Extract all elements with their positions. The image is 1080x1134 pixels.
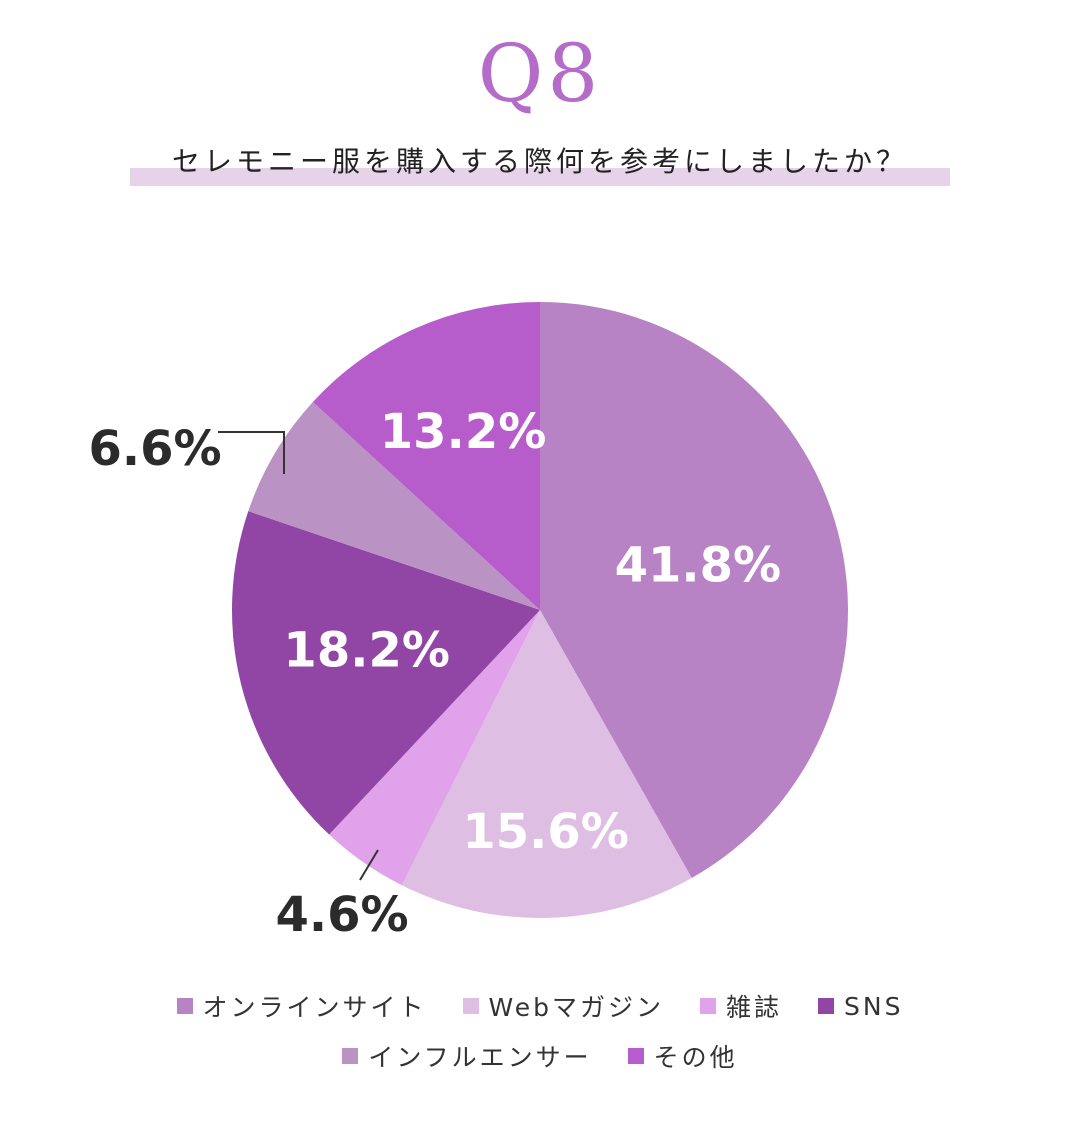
pie-slice (540, 302, 848, 879)
slice-label: 41.8% (615, 537, 782, 593)
legend-swatch (462, 998, 479, 1014)
slice-label: 13.2% (380, 404, 547, 460)
chart-legend: オンラインサイト Webマガジン 雑誌 SNS インフルエンサー その (0, 983, 1080, 1083)
legend-swatch (700, 998, 717, 1014)
legend-label: Webマガジン (488, 993, 665, 1022)
legend-label: SNS (844, 991, 904, 1021)
slice-labels: 41.8% 15.6% 4.6% 18.2% 6.6% 13.2% (88, 404, 781, 943)
pie-slice (312, 302, 540, 610)
legend-item: その他 (627, 1038, 738, 1074)
pie-slice (329, 610, 540, 886)
legend-swatch (342, 1048, 359, 1064)
pie-slices (232, 302, 848, 919)
subtitle-highlight-bar (130, 168, 950, 186)
leader-lines (218, 431, 379, 881)
pie-slice (248, 401, 541, 610)
slice-label: 6.6% (88, 421, 221, 477)
legend-label: 雑誌 (726, 993, 783, 1022)
slice-label: 18.2% (283, 622, 450, 678)
pie-slice (232, 511, 541, 835)
legend-swatch (176, 998, 193, 1014)
slice-label: 15.6% (462, 804, 629, 860)
legend-row-2: インフルエンサー その他 (0, 1033, 1080, 1079)
legend-swatch (627, 1048, 644, 1064)
legend-item: SNS (818, 992, 903, 1021)
legend-item: オンラインサイト (176, 988, 427, 1024)
legend-label: オンラインサイト (202, 993, 427, 1022)
legend-label: インフルエンサー (368, 1043, 592, 1072)
question-number: Q8 (477, 27, 603, 120)
leader-line (218, 431, 285, 474)
pie-slice (401, 610, 692, 919)
question-text: セレモニー服を購入する際何を参考にしましたか？ (171, 145, 908, 178)
slice-label: 4.6% (275, 887, 408, 943)
legend-item: Webマガジン (462, 988, 665, 1024)
legend-label: その他 (653, 1043, 738, 1072)
legend-swatch (818, 998, 835, 1014)
legend-item: インフルエンサー (342, 1038, 591, 1074)
legend-item: 雑誌 (700, 988, 782, 1024)
leader-line (359, 849, 379, 881)
legend-row-1: オンラインサイト Webマガジン 雑誌 SNS (0, 983, 1080, 1029)
